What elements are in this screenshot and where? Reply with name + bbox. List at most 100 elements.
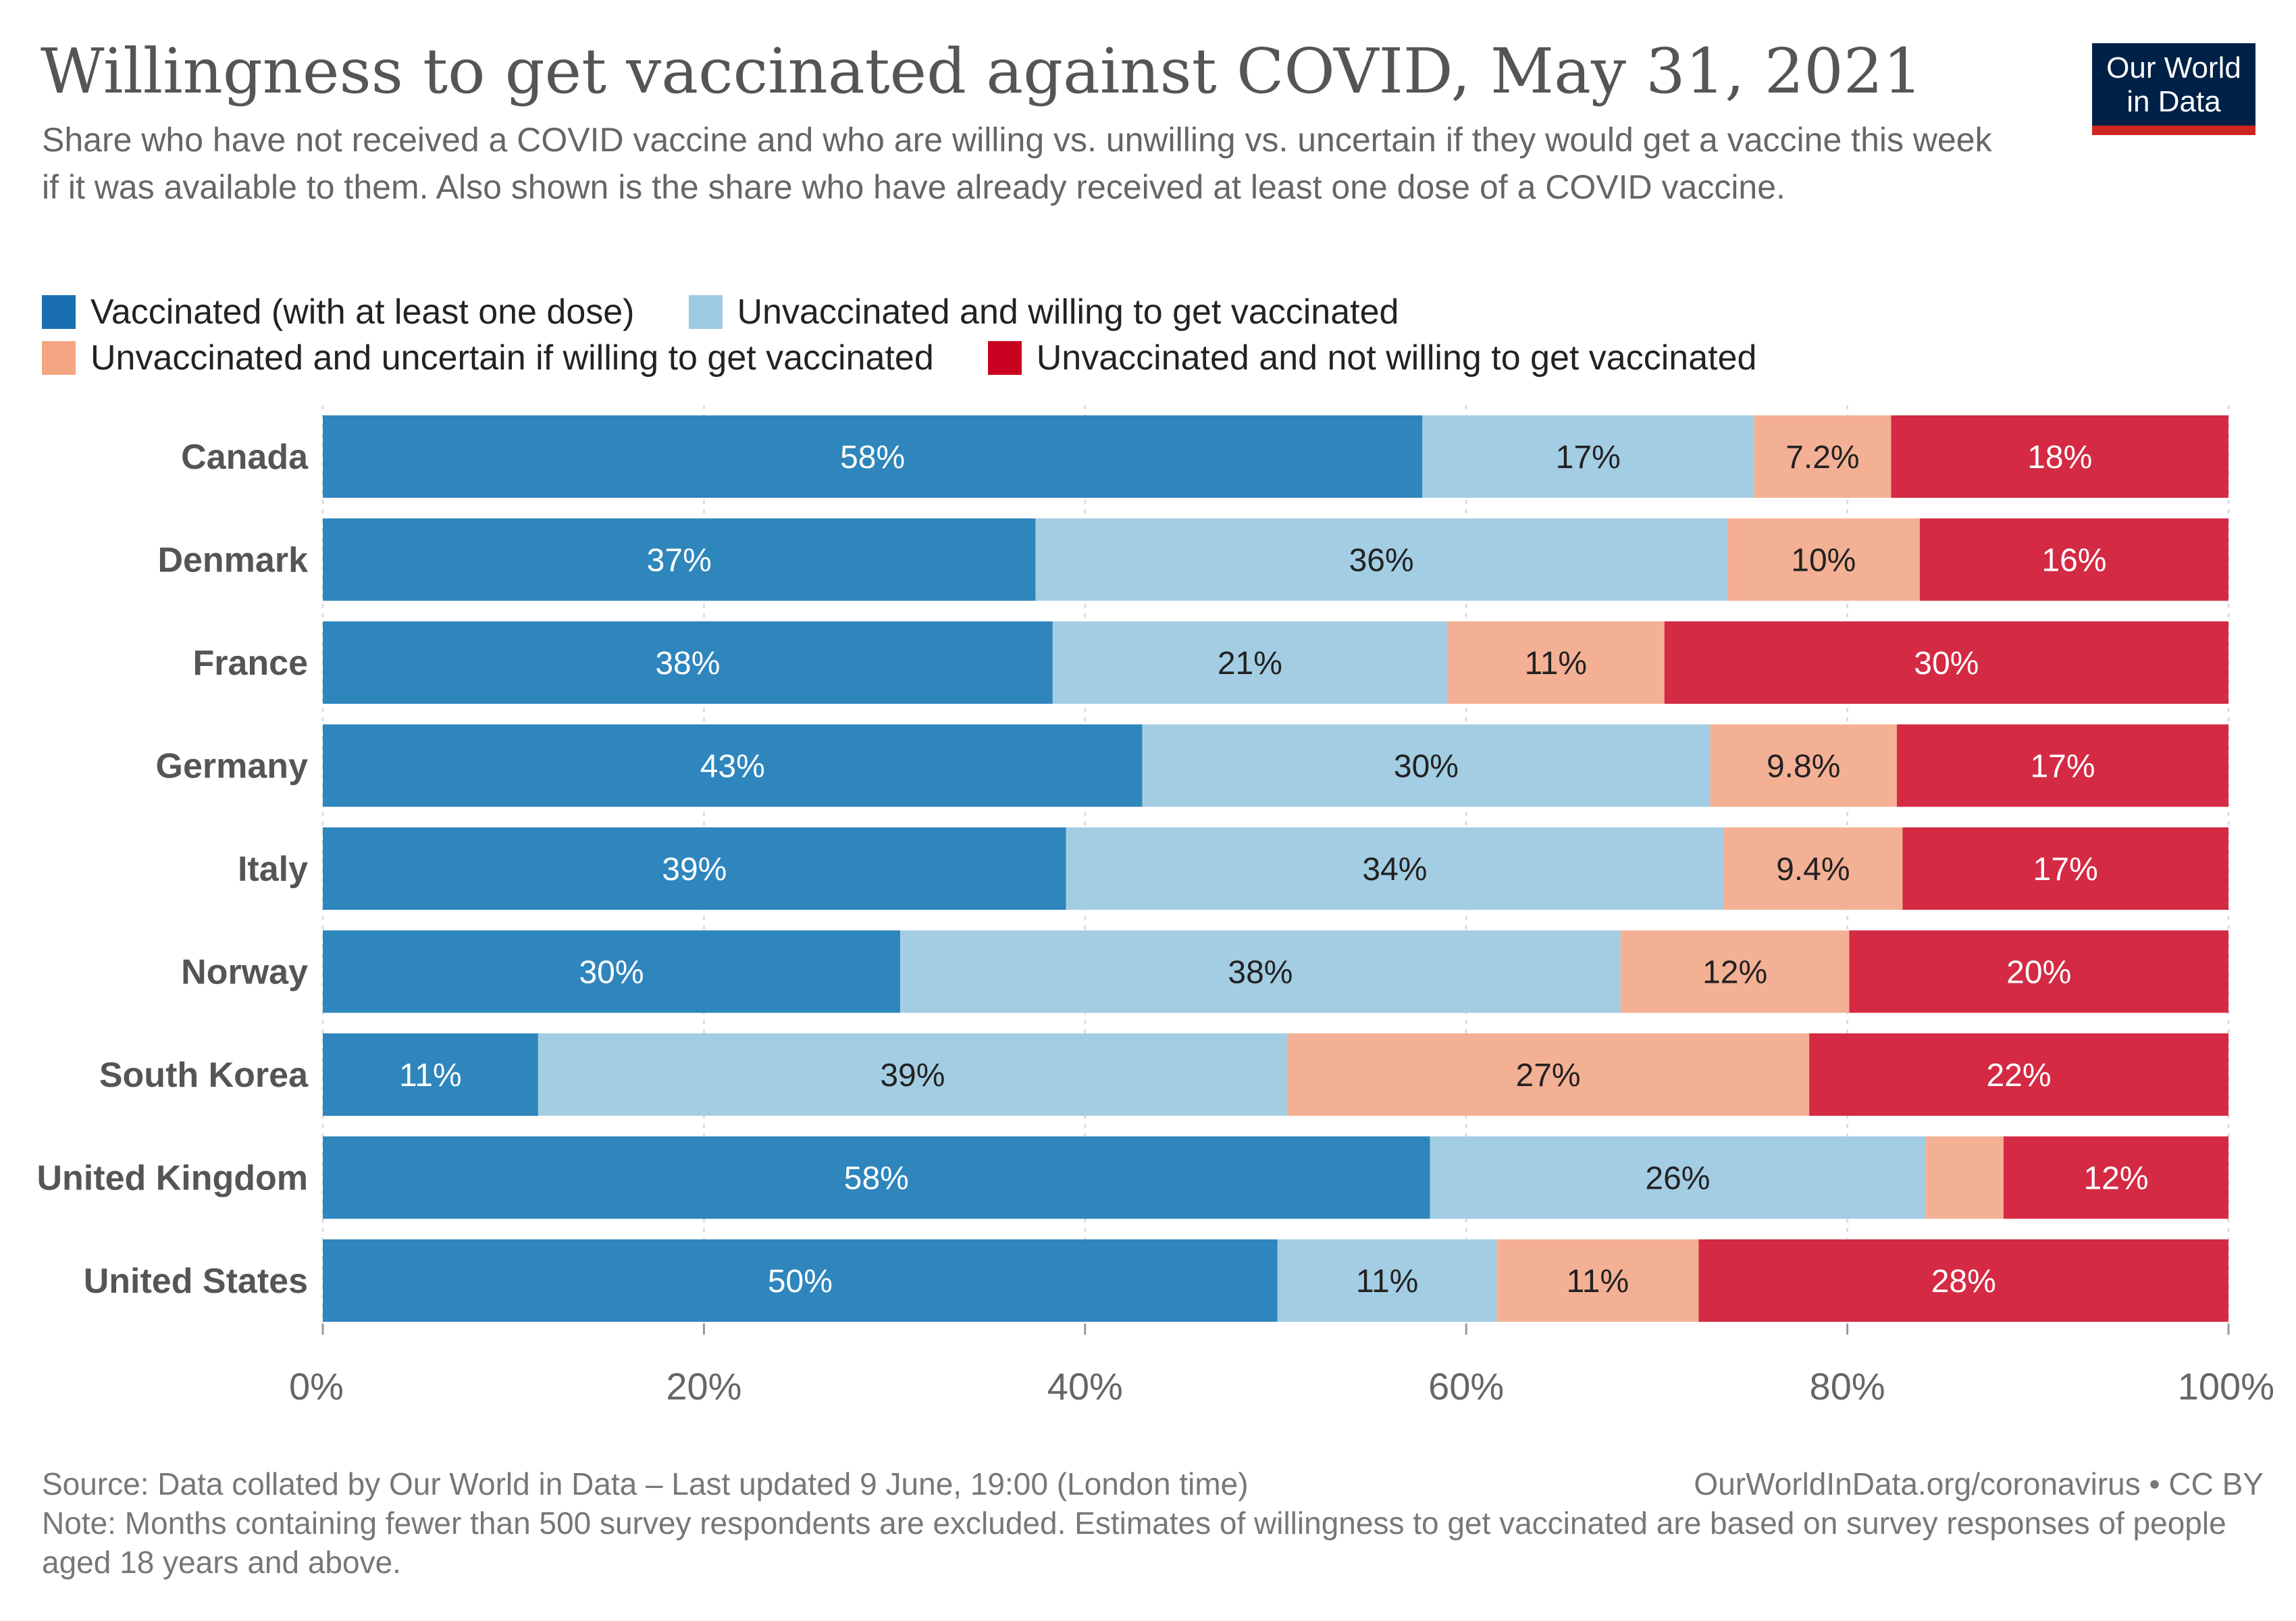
x-tick-label-60: 60%	[1428, 1365, 1504, 1408]
bar-segment-south-korea-vaccinated[interactable]	[323, 1033, 538, 1116]
legend-item-willing[interactable]: Unvaccinated and willing to get vaccinat…	[688, 292, 1399, 332]
source-text: Source: Data collated by Our World in Da…	[42, 1466, 1249, 1501]
data-label-south-korea-not-willing: 22%	[1987, 1058, 2052, 1093]
data-label-denmark-willing: 36%	[1349, 543, 1414, 579]
data-label-united-states-willing: 11%	[1356, 1264, 1419, 1300]
bar-segment-germany-vaccinated[interactable]	[323, 724, 1143, 807]
legend-item-uncertain[interactable]: Unvaccinated and uncertain if willing to…	[42, 338, 934, 378]
bar-segment-germany-not-willing[interactable]	[1896, 724, 2228, 807]
bar-segment-denmark-not-willing[interactable]	[1919, 518, 2228, 601]
bar-segment-canada-willing[interactable]	[1422, 415, 1754, 498]
bar-segment-united-states-uncertain[interactable]	[1496, 1239, 1699, 1322]
bar-segment-united-kingdom-willing[interactable]	[1430, 1136, 1926, 1219]
data-label-denmark-not-willing: 16%	[2041, 543, 2106, 579]
bar-segment-denmark-uncertain[interactable]	[1727, 518, 1920, 601]
bar-segment-france-uncertain[interactable]	[1446, 621, 1665, 704]
bar-segment-italy-vaccinated[interactable]	[323, 827, 1066, 910]
bar-segment-norway-not-willing[interactable]	[1849, 930, 2228, 1013]
legend-swatch-vaccinated	[42, 295, 76, 329]
category-label-denmark: Denmark	[157, 541, 308, 580]
bar-segment-denmark-willing[interactable]	[1035, 518, 1727, 601]
data-label-italy-not-willing: 17%	[2033, 852, 2098, 887]
note-text: Note: Months containing fewer than 500 s…	[42, 1506, 2226, 1580]
bar-segment-italy-not-willing[interactable]	[1902, 827, 2228, 910]
legend-item-not-willing[interactable]: Unvaccinated and not willing to get vacc…	[987, 338, 1756, 378]
data-label-germany-uncertain: 9.8%	[1767, 749, 1840, 785]
chart-title: Willingness to get vaccinated against CO…	[41, 35, 1923, 107]
bar-segment-norway-vaccinated[interactable]	[323, 930, 901, 1013]
bar-segment-germany-willing[interactable]	[1142, 724, 1711, 807]
data-label-united-kingdom-vaccinated: 58%	[844, 1161, 909, 1197]
logo-line-1: Our World	[2106, 51, 2241, 84]
bar-segment-france-vaccinated[interactable]	[323, 621, 1053, 704]
bar-segment-united-states-vaccinated[interactable]	[323, 1239, 1278, 1322]
bar-segment-norway-uncertain[interactable]	[1620, 930, 1850, 1013]
category-label-italy: Italy	[238, 850, 308, 889]
bar-segment-south-korea-uncertain[interactable]	[1286, 1033, 1810, 1116]
bar-segment-canada-vaccinated[interactable]	[323, 415, 1423, 498]
x-tick-label-80: 80%	[1810, 1365, 1885, 1408]
data-label-norway-uncertain: 12%	[1702, 955, 1767, 991]
footer-link[interactable]: OurWorldInData.org/coronavirus • CC BY	[1694, 1466, 2264, 1501]
bar-segment-united-kingdom-vaccinated[interactable]	[323, 1136, 1430, 1219]
data-label-norway-vaccinated: 30%	[579, 955, 644, 991]
legend-item-vaccinated[interactable]: Vaccinated (with at least one dose)	[42, 292, 635, 332]
chart-subtitle: Share who have not received a COVID vacc…	[42, 121, 1992, 206]
data-label-united-kingdom-not-willing: 12%	[2083, 1161, 2148, 1197]
legend-swatch-not-willing	[987, 341, 1022, 375]
data-label-norway-not-willing: 20%	[2006, 955, 2071, 991]
data-label-norway-willing: 38%	[1228, 955, 1293, 991]
data-label-denmark-uncertain: 10%	[1791, 543, 1856, 579]
data-label-south-korea-willing: 39%	[880, 1058, 945, 1093]
category-label-norway: Norway	[181, 953, 308, 992]
bar-segment-south-korea-not-willing[interactable]	[1809, 1033, 2228, 1116]
data-label-italy-uncertain: 9.4%	[1776, 852, 1850, 887]
category-label-canada: Canada	[181, 438, 309, 477]
x-tick-label-0: 0%	[289, 1365, 344, 1408]
footer-row: Source: Data collated by Our World in Da…	[42, 1464, 2264, 1503]
x-tick-label-40: 40%	[1047, 1365, 1123, 1408]
data-label-canada-willing: 17%	[1556, 440, 1621, 475]
x-tick-label-20: 20%	[666, 1365, 741, 1408]
logo-line-2: in Data	[2127, 85, 2221, 118]
data-label-france-not-willing: 30%	[1914, 646, 1979, 681]
data-label-germany-vaccinated: 43%	[700, 749, 765, 785]
data-label-united-states-vaccinated: 50%	[768, 1264, 833, 1300]
x-tick-label-100: 100%	[2178, 1365, 2274, 1408]
bar-segment-norway-willing[interactable]	[900, 930, 1621, 1013]
data-label-canada-uncertain: 7.2%	[1785, 440, 1859, 475]
bar-segment-italy-uncertain[interactable]	[1723, 827, 1903, 910]
data-label-united-states-uncertain: 11%	[1567, 1264, 1629, 1300]
bar-segment-canada-uncertain[interactable]	[1754, 415, 1891, 498]
category-label-united-states: United States	[84, 1262, 308, 1301]
bar-segment-south-korea-willing[interactable]	[538, 1033, 1287, 1116]
bar-segment-united-states-willing[interactable]	[1277, 1239, 1497, 1322]
data-label-united-kingdom-willing: 26%	[1645, 1161, 1710, 1197]
bar-segment-united-states-not-willing[interactable]	[1698, 1239, 2228, 1322]
data-label-canada-vaccinated: 58%	[840, 440, 905, 475]
data-label-canada-not-willing: 18%	[2027, 440, 2092, 475]
legend-row-2: Unvaccinated and uncertain if willing to…	[42, 335, 2068, 381]
legend-swatch-uncertain	[42, 341, 76, 375]
legend-label-willing: Unvaccinated and willing to get vaccinat…	[737, 292, 1399, 332]
data-label-south-korea-uncertain: 27%	[1516, 1058, 1581, 1093]
bar-segment-france-not-willing[interactable]	[1664, 621, 2228, 704]
data-label-south-korea-vaccinated: 11%	[399, 1058, 462, 1093]
data-label-france-vaccinated: 38%	[655, 646, 720, 681]
bar-segment-united-kingdom-not-willing[interactable]	[2004, 1136, 2228, 1219]
owid-logo[interactable]: Our World in Data	[2092, 43, 2255, 135]
data-label-france-uncertain: 11%	[1525, 646, 1588, 681]
data-label-denmark-vaccinated: 37%	[647, 543, 712, 579]
bar-segment-france-willing[interactable]	[1052, 621, 1447, 704]
bar-segment-germany-uncertain[interactable]	[1710, 724, 1897, 807]
legend-swatch-willing	[688, 295, 723, 329]
bar-segment-denmark-vaccinated[interactable]	[323, 518, 1036, 601]
bar-segment-canada-not-willing[interactable]	[1891, 415, 2228, 498]
category-label-united-kingdom: United Kingdom	[36, 1159, 308, 1198]
data-label-germany-willing: 30%	[1394, 749, 1459, 785]
legend-label-uncertain: Unvaccinated and uncertain if willing to…	[90, 338, 934, 378]
bar-segment-italy-willing[interactable]	[1066, 827, 1724, 910]
data-label-united-states-not-willing: 28%	[1931, 1264, 1996, 1300]
category-label-south-korea: South Korea	[99, 1056, 309, 1095]
bar-segment-united-kingdom-uncertain[interactable]	[1925, 1136, 2004, 1219]
